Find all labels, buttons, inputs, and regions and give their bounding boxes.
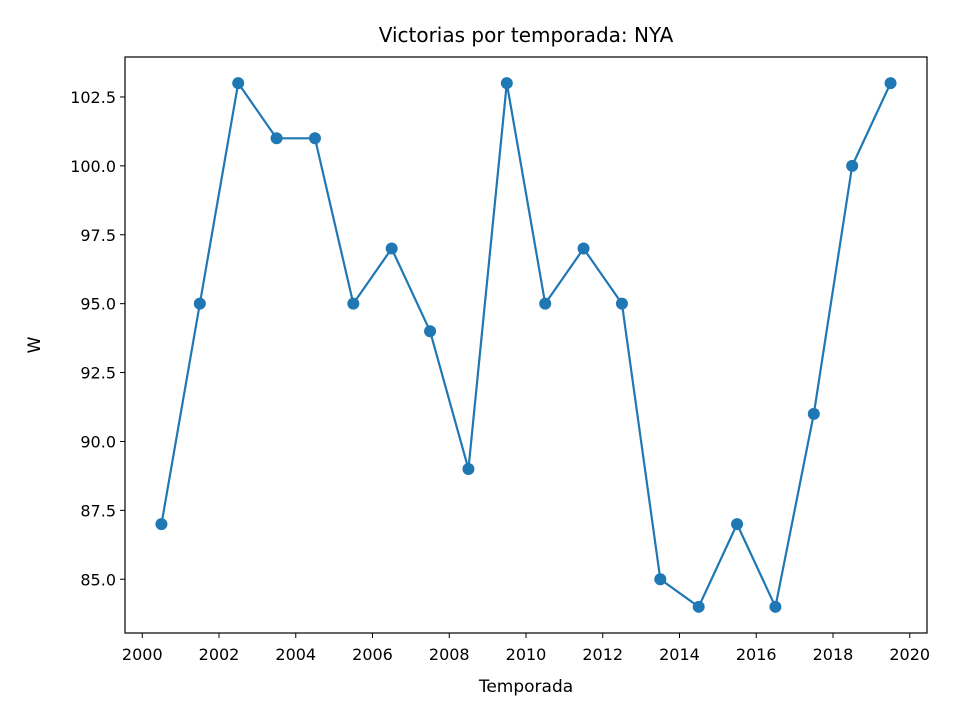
data-point [654,573,667,586]
y-tick-label: 90.0 [80,432,116,451]
x-tick-label: 2006 [352,645,393,664]
x-tick-label: 2010 [506,645,547,664]
data-point [193,297,206,310]
x-tick-label: 2002 [199,645,240,664]
data-point [347,297,360,310]
data-point [846,159,859,172]
data-point [155,518,168,531]
data-point [462,463,475,476]
data-point [385,242,398,255]
x-tick-label: 2020 [889,645,930,664]
y-tick-label: 92.5 [80,364,116,383]
data-point [731,518,744,531]
y-tick-label: 97.5 [80,226,116,245]
data-point [270,132,283,145]
y-axis-ticks: 85.0 87.5 90.0 92.5 95.0 97.5 100.0 102.5 [70,88,125,589]
data-point [615,297,628,310]
y-tick-label: 102.5 [70,88,116,107]
x-tick-label: 2004 [275,645,316,664]
x-tick-label: 2014 [659,645,700,664]
data-point [692,600,705,613]
data-point [500,77,513,90]
y-tick-label: 87.5 [80,501,116,520]
x-axis-label: Temporada [478,677,573,697]
x-tick-label: 2016 [736,645,777,664]
y-axis-label: W [25,336,45,353]
data-point [232,77,245,90]
data-point [424,325,437,338]
y-tick-label: 100.0 [70,157,116,176]
x-tick-label: 2000 [122,645,163,664]
x-tick-label: 2008 [429,645,470,664]
y-tick-label: 95.0 [80,295,116,314]
x-tick-label: 2018 [813,645,854,664]
y-tick-label: 85.0 [80,570,116,589]
chart-title: Victorias por temporada: NYA [379,23,674,47]
x-axis-ticks: 2000 2002 2004 2006 2008 2010 2012 2014 2016 2018… [122,633,930,664]
plot-area [155,77,897,613]
data-point [577,242,590,255]
series-line [160,82,892,608]
x-tick-label: 2012 [582,645,623,664]
data-point [884,77,897,90]
data-point [539,297,552,310]
data-point [308,132,321,145]
data-point [807,407,820,420]
data-point [769,600,782,613]
axes-frame [124,56,928,634]
